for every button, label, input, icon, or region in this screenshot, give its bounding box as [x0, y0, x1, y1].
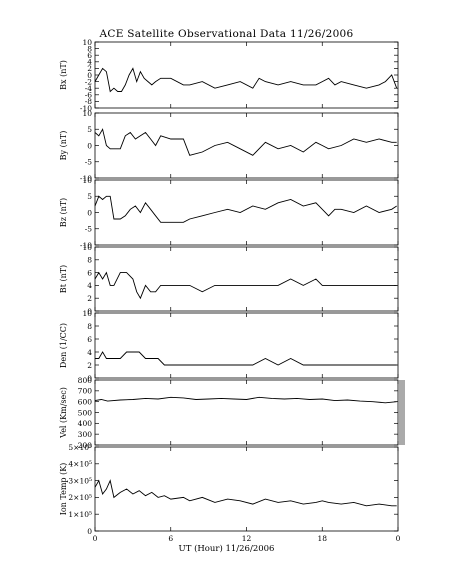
- panel-frame: [94, 112, 399, 179]
- panel-frame: [94, 446, 399, 532]
- y-axis-label: Den (1/CC): [59, 323, 68, 368]
- y-tick-label: -8: [85, 97, 93, 106]
- y-tick-label: 0: [87, 141, 92, 150]
- y-tick-label: 2: [87, 361, 92, 370]
- x-tick-label: 0: [93, 534, 98, 543]
- y-tick-label: 4: [87, 281, 92, 290]
- y-tick-label: 0: [87, 527, 92, 536]
- y-axis-label: Bx (nT): [59, 60, 68, 90]
- y-tick-label: 6: [87, 51, 92, 60]
- x-axis-label: UT (Hour) 11/26/2006: [178, 544, 275, 554]
- y-tick-label: 2×10⁵: [68, 493, 92, 502]
- y-tick-label: 5×10⁵: [68, 443, 92, 452]
- x-tick-label: 18: [317, 534, 327, 543]
- y-tick-label: 800: [78, 376, 93, 385]
- y-tick-label: 700: [78, 387, 93, 396]
- y-tick-label: 1×10⁵: [68, 510, 92, 519]
- chart-title: ACE Satellite Observational Data 11/26/2…: [99, 28, 354, 40]
- series-line: [94, 479, 397, 507]
- y-tick-label: 400: [78, 419, 93, 428]
- series-line: [94, 128, 397, 156]
- y-tick-label: 4×10⁵: [68, 460, 92, 469]
- y-tick-label: 8: [87, 322, 92, 331]
- x-tick-label: 12: [242, 534, 252, 543]
- y-tick-label: 3×10⁵: [68, 476, 92, 485]
- y-tick-label: 6: [87, 268, 92, 277]
- x-tick-label: 6: [168, 534, 173, 543]
- panel-frame: [94, 246, 399, 312]
- y-tick-label: -5: [85, 225, 93, 234]
- y-tick-label: -4: [85, 84, 93, 93]
- y-tick-label: 10: [82, 176, 92, 185]
- data-gap-bar: [399, 380, 405, 445]
- y-tick-label: 0: [87, 307, 92, 316]
- y-tick-label: -6: [85, 91, 93, 100]
- y-axis-label: Ion Temp (K): [59, 463, 68, 516]
- series-line: [94, 396, 397, 404]
- y-tick-label: 6: [87, 335, 92, 344]
- y-tick-label: -10: [80, 174, 92, 183]
- y-axis-label: Bz (nT): [59, 198, 68, 227]
- series-line: [94, 271, 397, 300]
- y-tick-label: 5: [87, 125, 92, 134]
- y-tick-label: 10: [82, 109, 92, 118]
- series-line: [95, 351, 397, 366]
- panel-frame: [94, 41, 399, 109]
- y-tick-label: 2: [87, 294, 92, 303]
- y-tick-label: 0: [87, 208, 92, 217]
- panel-frame: [94, 379, 399, 446]
- y-tick-label: 600: [78, 397, 93, 406]
- y-tick-label: 8: [87, 44, 92, 53]
- y-tick-label: -2: [85, 77, 93, 86]
- y-tick-label: 4: [87, 58, 92, 67]
- y-tick-label: -10: [80, 241, 92, 250]
- y-tick-label: 4: [87, 348, 92, 357]
- panel-frame: [94, 312, 399, 379]
- y-tick-label: 5: [87, 192, 92, 201]
- y-tick-label: 200: [78, 441, 93, 450]
- y-tick-label: 2: [87, 64, 92, 73]
- y-axis-label: Vel (Km/sec): [59, 387, 68, 439]
- y-tick-label: 300: [78, 430, 93, 439]
- y-tick-label: -10: [80, 104, 92, 113]
- y-tick-label: 0: [87, 374, 92, 383]
- x-tick-label: 0: [396, 534, 401, 543]
- series-line: [94, 195, 397, 223]
- y-tick-label: 8: [87, 256, 92, 265]
- y-tick-label: 0: [87, 71, 92, 80]
- y-axis-label: Bt (nT): [59, 265, 68, 293]
- y-tick-label: 10: [82, 243, 92, 252]
- y-tick-label: -5: [85, 158, 93, 167]
- y-axis-label: By (nT): [59, 131, 68, 161]
- y-tick-label: 10: [82, 38, 92, 47]
- y-tick-label: 10: [82, 309, 92, 318]
- series-line: [94, 67, 398, 93]
- y-tick-label: 500: [78, 408, 93, 417]
